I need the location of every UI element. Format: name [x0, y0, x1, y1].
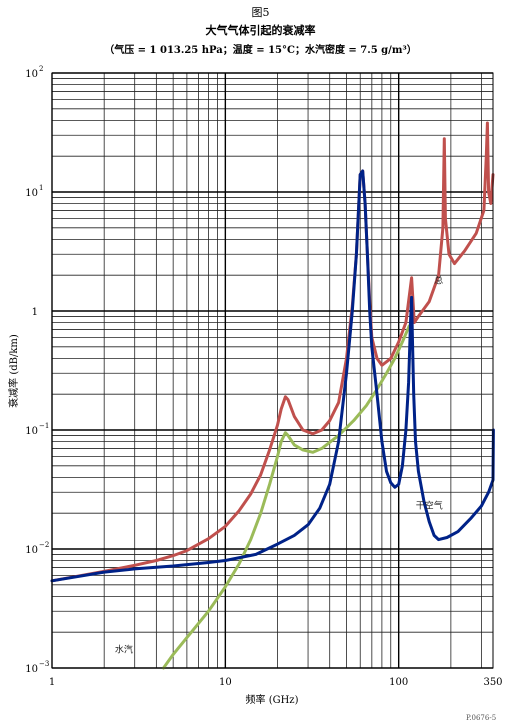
x-tick-labels: 1 10 100 350 [49, 677, 503, 688]
x-tick-label: 1 [49, 677, 55, 688]
y-tick-label: 10 [25, 545, 38, 556]
series-line-3 [50, 169, 495, 583]
y-tick-label: 10 [25, 664, 38, 675]
chart-title: 大气气体引起的衰减率 [205, 24, 316, 37]
y-tick-label: 10 [25, 188, 38, 199]
y-tick-exponent: 2 [39, 65, 43, 73]
series-line-1 [162, 324, 411, 670]
series-layer [50, 121, 495, 670]
grid-major [51, 72, 493, 669]
figure-label: 图5 [251, 6, 270, 19]
x-tick-label: 100 [389, 677, 408, 688]
y-tick-exponent: −1 [39, 422, 49, 430]
series-label: 干空气 [416, 499, 443, 511]
y-tick-exponent: −3 [39, 660, 49, 668]
y-axis-label: 衰减率 (dB/km) [7, 334, 20, 408]
y-tick-label: 10 [25, 426, 38, 437]
y-tick-exponent: −2 [39, 541, 49, 549]
plot-frame [51, 72, 494, 669]
series-label: 水汽 [115, 643, 133, 655]
series-label: 总 [434, 275, 443, 287]
y-tick-label: 1 [32, 307, 38, 318]
y-tick-label: 10 [25, 69, 38, 80]
x-tick-label: 350 [483, 677, 502, 688]
grid-minor [52, 73, 493, 668]
figure-code: P.0676-5 [466, 714, 497, 722]
y-tick-exponent: 1 [39, 184, 43, 192]
x-axis-label: 频率 (GHz) [246, 693, 299, 706]
chart-subtitle: （气压 = 1 013.25 hPa；温度 = 15°C；水汽密度 = 7.5 … [104, 45, 417, 56]
x-tick-label: 10 [219, 677, 232, 688]
